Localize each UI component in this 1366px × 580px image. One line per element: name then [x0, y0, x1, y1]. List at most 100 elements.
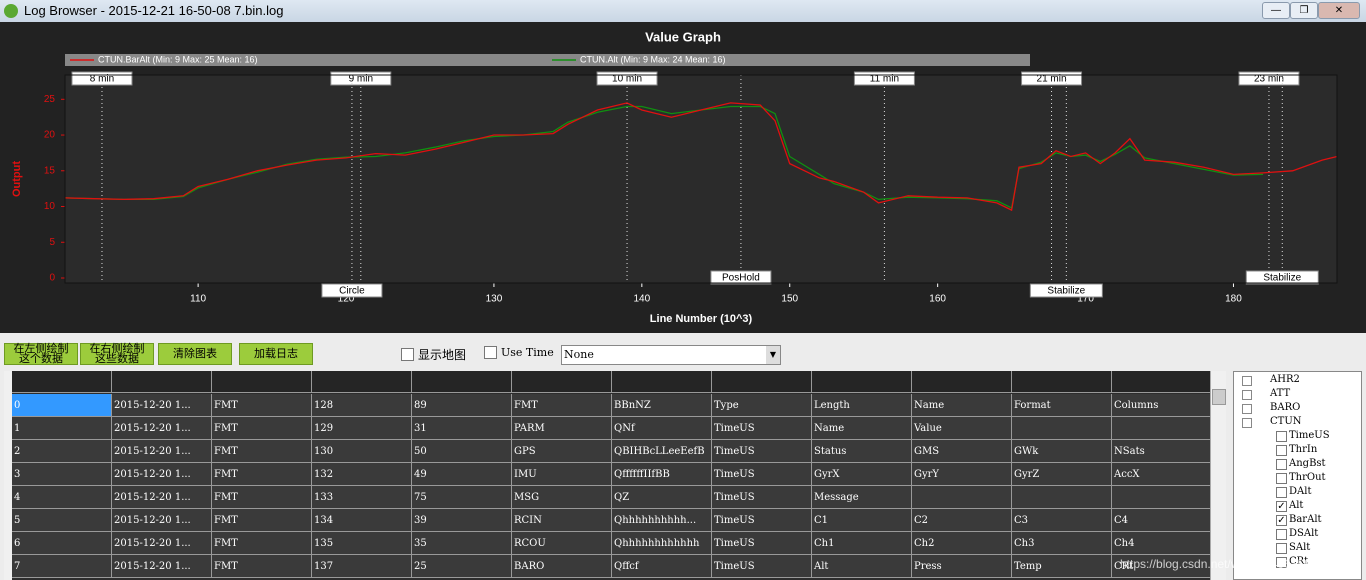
table-cell[interactable]: GPS: [512, 440, 612, 463]
table-cell[interactable]: Status: [812, 440, 912, 463]
table-cell[interactable]: 4: [12, 486, 112, 509]
table-cell[interactable]: 2015-12-20 1...: [112, 463, 212, 486]
tree-expander[interactable]: [1242, 376, 1252, 386]
table-cell[interactable]: [1012, 486, 1112, 509]
table-cell[interactable]: [912, 486, 1012, 509]
table-cell[interactable]: Columns: [1112, 394, 1210, 417]
table-cell[interactable]: Name: [912, 394, 1012, 417]
tree-checkbox[interactable]: ✓: [1276, 515, 1287, 526]
table-cell[interactable]: C1: [812, 509, 912, 532]
table-cell[interactable]: Name: [812, 417, 912, 440]
table-cell[interactable]: Type: [712, 394, 812, 417]
table-cell[interactable]: 135: [312, 532, 412, 555]
tree-group[interactable]: CTUN: [1270, 416, 1302, 427]
scrollbar[interactable]: [1210, 371, 1226, 580]
tree-group[interactable]: BARO: [1270, 402, 1301, 413]
table-cell[interactable]: Qhhhhhhhhhh...: [612, 509, 712, 532]
button[interactable]: 在右侧绘制 这些数据: [80, 343, 154, 365]
tree-expander[interactable]: [1242, 390, 1252, 400]
table-cell[interactable]: CRt: [1112, 555, 1210, 578]
table-cell[interactable]: IMU: [512, 463, 612, 486]
maximize[interactable]: ❐: [1290, 2, 1318, 19]
table-cell[interactable]: 2015-12-20 1...: [112, 417, 212, 440]
table-cell[interactable]: GWk: [1012, 440, 1112, 463]
tree-checkbox[interactable]: [1276, 543, 1287, 554]
table-cell[interactable]: AccX: [1112, 463, 1210, 486]
table-cell[interactable]: QNf: [612, 417, 712, 440]
table-cell[interactable]: Value: [912, 417, 1012, 440]
table-cell[interactable]: C2: [912, 509, 1012, 532]
tree-item[interactable]: CRt: [1289, 556, 1309, 567]
table-cell[interactable]: 2015-12-20 1...: [112, 532, 212, 555]
table-cell[interactable]: FMT: [212, 417, 312, 440]
tree-item[interactable]: AngBst: [1289, 458, 1326, 469]
table-cell[interactable]: Ch1: [812, 532, 912, 555]
table-cell[interactable]: FMT: [212, 509, 312, 532]
tree-checkbox[interactable]: [1276, 473, 1287, 484]
table-cell[interactable]: GMS: [912, 440, 1012, 463]
table-cell[interactable]: Format: [1012, 394, 1112, 417]
table-cell[interactable]: 5: [12, 509, 112, 532]
tree-item[interactable]: SAlt: [1289, 542, 1311, 553]
table-cell[interactable]: 2015-12-20 1...: [112, 486, 212, 509]
button[interactable]: 清除图表: [158, 343, 232, 365]
table-cell[interactable]: TimeUS: [712, 463, 812, 486]
table-cell[interactable]: 25: [412, 555, 512, 578]
checkbox-box[interactable]: [401, 348, 414, 361]
table-cell[interactable]: Ch3: [1012, 532, 1112, 555]
table-cell[interactable]: BARO: [512, 555, 612, 578]
table-cell[interactable]: QffffffIIfBB: [612, 463, 712, 486]
checkbox[interactable]: 显示地图: [401, 346, 466, 363]
table-cell[interactable]: 2015-12-20 1...: [112, 394, 212, 417]
table-cell[interactable]: [1012, 417, 1112, 440]
table-cell[interactable]: 49: [412, 463, 512, 486]
tree-checkbox[interactable]: [1276, 529, 1287, 540]
table-cell[interactable]: 128: [312, 394, 412, 417]
table-cell[interactable]: TimeUS: [712, 532, 812, 555]
tree-expander[interactable]: [1242, 404, 1252, 414]
dropdown-arrow[interactable]: ▼: [766, 346, 780, 364]
table-cell[interactable]: FMT: [212, 394, 312, 417]
tree-item[interactable]: BarAlt: [1289, 514, 1322, 525]
checkbox[interactable]: Use Time: [484, 346, 554, 359]
tree-item[interactable]: TimeUS: [1289, 430, 1330, 441]
table-cell[interactable]: 133: [312, 486, 412, 509]
tree-group[interactable]: ATT: [1270, 388, 1291, 399]
table-cell[interactable]: [1112, 417, 1210, 440]
button[interactable]: 在左侧绘制 这个数据: [4, 343, 78, 365]
minimize[interactable]: —: [1262, 2, 1290, 19]
table-cell[interactable]: 7: [12, 555, 112, 578]
table-cell[interactable]: Message: [812, 486, 912, 509]
tree-checkbox[interactable]: [1276, 487, 1287, 498]
table-cell[interactable]: 89: [412, 394, 512, 417]
table-cell[interactable]: RCIN: [512, 509, 612, 532]
table-cell[interactable]: RCOU: [512, 532, 612, 555]
checkbox-box[interactable]: [484, 346, 497, 359]
table-cell[interactable]: BBnNZ: [612, 394, 712, 417]
table-cell[interactable]: TimeUS: [712, 486, 812, 509]
table-cell[interactable]: GyrZ: [1012, 463, 1112, 486]
table-cell[interactable]: Alt: [812, 555, 912, 578]
tree-item[interactable]: ThrIn: [1289, 444, 1318, 455]
table-cell[interactable]: 35: [412, 532, 512, 555]
table-cell[interactable]: 2015-12-20 1...: [112, 509, 212, 532]
button[interactable]: 加载日志: [239, 343, 313, 365]
table-cell[interactable]: PARM: [512, 417, 612, 440]
table-cell[interactable]: 137: [312, 555, 412, 578]
table-cell[interactable]: 3: [12, 463, 112, 486]
table-cell[interactable]: 39: [412, 509, 512, 532]
tree-expander[interactable]: [1242, 418, 1252, 428]
select[interactable]: None ▼: [561, 345, 781, 365]
table-cell[interactable]: GyrX: [812, 463, 912, 486]
table-cell[interactable]: TimeUS: [712, 555, 812, 578]
table-cell[interactable]: QZ: [612, 486, 712, 509]
table-cell[interactable]: FMT: [512, 394, 612, 417]
scroll-thumb[interactable]: [1212, 389, 1226, 405]
table-cell[interactable]: Qhhhhhhhhhhhh: [612, 532, 712, 555]
table-cell[interactable]: C4: [1112, 509, 1210, 532]
table-cell[interactable]: [1112, 486, 1210, 509]
table-cell[interactable]: FMT: [212, 463, 312, 486]
table-cell[interactable]: Temp: [1012, 555, 1112, 578]
table-cell[interactable]: TimeUS: [712, 417, 812, 440]
table-cell[interactable]: 0: [12, 394, 112, 417]
